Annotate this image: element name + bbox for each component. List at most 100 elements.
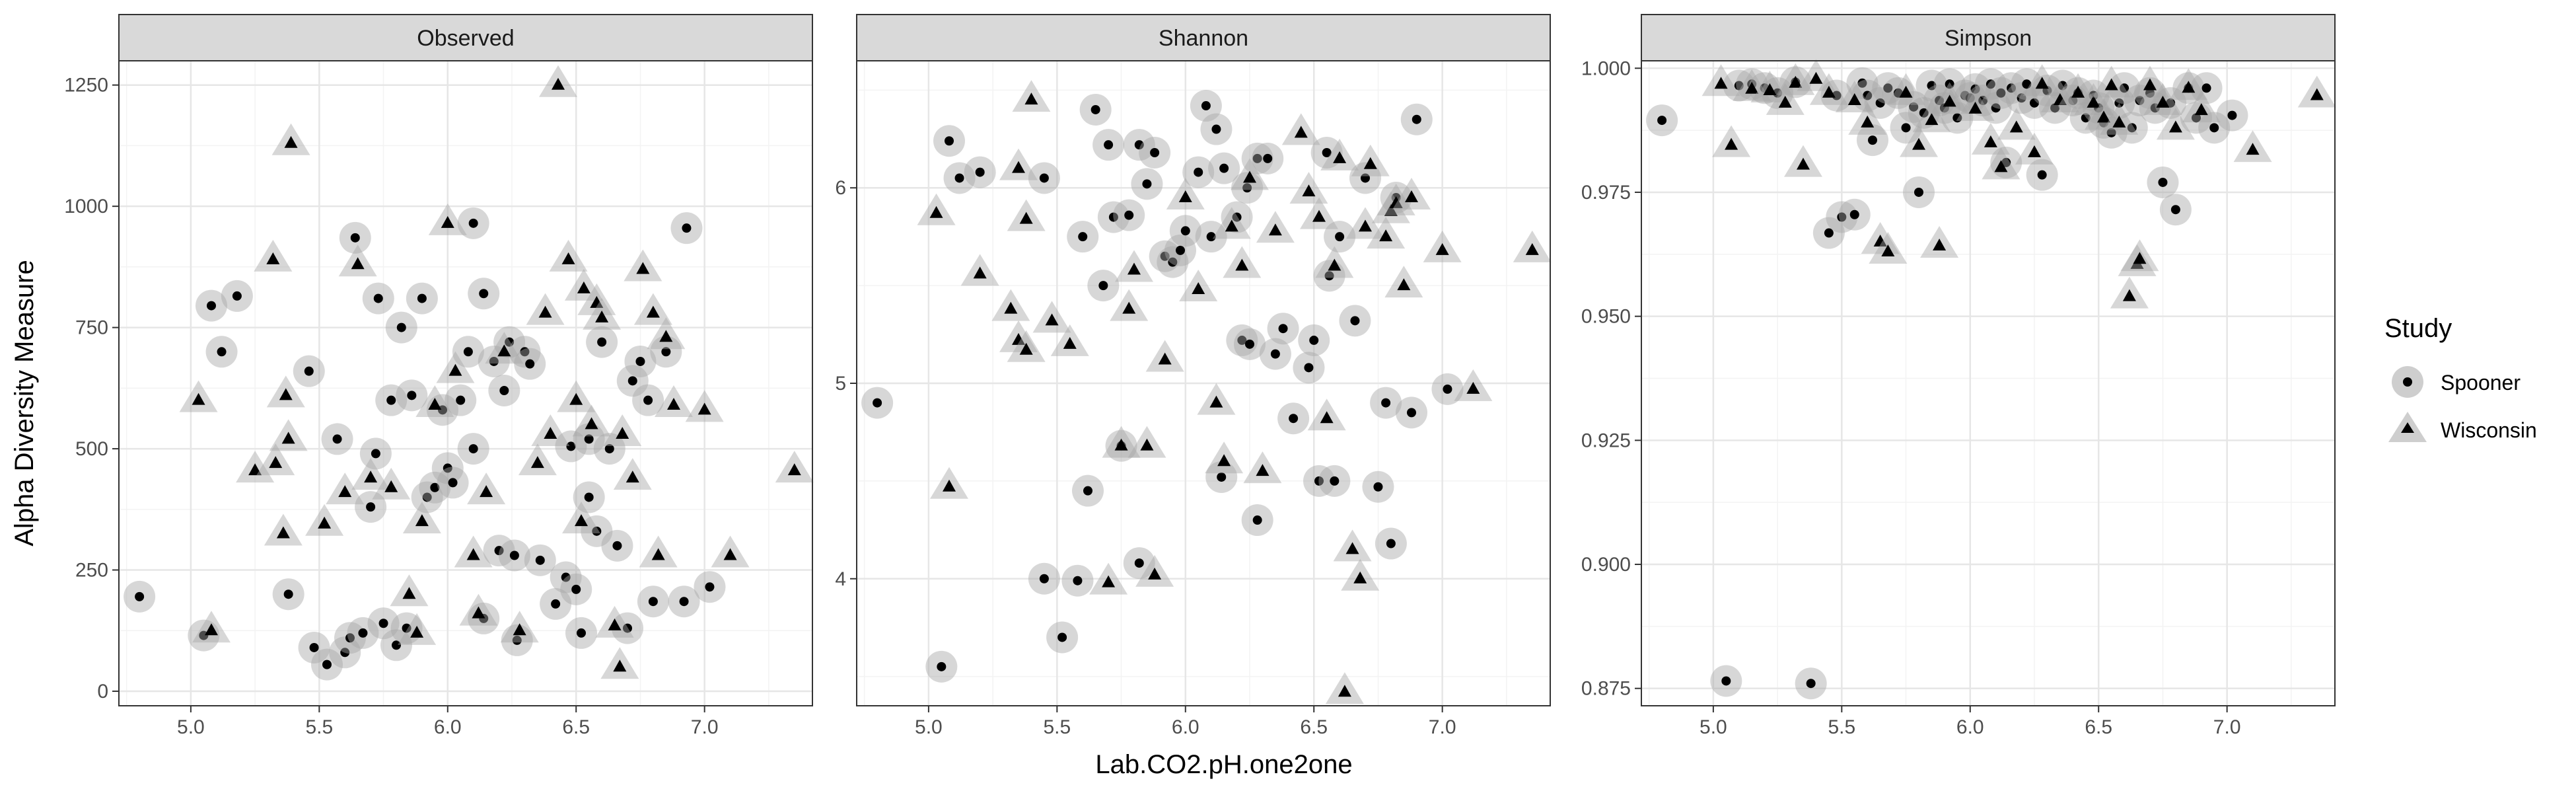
point-wisconsin: [2097, 110, 2110, 123]
point-wisconsin: [1024, 93, 1038, 105]
point-spooner: [1289, 414, 1299, 424]
point-wisconsin: [1019, 342, 1033, 355]
point-spooner: [1270, 349, 1280, 359]
point-spooner: [1868, 135, 1877, 145]
point-wisconsin: [1789, 75, 1803, 88]
point-spooner: [479, 289, 489, 299]
point-wisconsin: [1809, 71, 1823, 84]
point-wisconsin: [1397, 278, 1411, 291]
point-wisconsin: [384, 480, 398, 492]
point-spooner: [1824, 228, 1834, 238]
point-spooner: [627, 376, 637, 386]
y-tick-label: 0.900: [1581, 554, 1631, 576]
markers-simpson: [1646, 59, 2336, 700]
point-spooner: [1108, 212, 1118, 222]
y-tick-label: 0.875: [1581, 678, 1631, 700]
point-wisconsin: [266, 252, 280, 264]
point-wisconsin: [530, 456, 544, 469]
point-spooner: [566, 441, 576, 451]
point-wisconsin: [651, 548, 665, 560]
point-wisconsin: [1968, 101, 1982, 114]
point-wisconsin: [1127, 262, 1141, 275]
point-spooner: [402, 623, 411, 633]
point-spooner: [1773, 88, 1783, 98]
point-spooner: [1330, 476, 1340, 486]
point-wisconsin: [2194, 103, 2208, 116]
point-spooner: [1278, 324, 1288, 334]
point-wisconsin: [364, 471, 378, 483]
point-spooner: [1314, 476, 1324, 486]
point-wisconsin: [2246, 143, 2260, 155]
point-spooner: [1091, 104, 1100, 114]
x-tick-label: 7.0: [2213, 716, 2241, 738]
y-tick-label: 6: [835, 177, 846, 199]
point-spooner: [648, 597, 658, 607]
point-wisconsin: [1714, 77, 1728, 89]
point-wisconsin: [1881, 245, 1895, 257]
point-wisconsin: [1873, 235, 1887, 247]
legend-key-spooner: Spooner: [2392, 366, 2521, 398]
point-wisconsin: [1302, 184, 1316, 197]
point-spooner: [1237, 335, 1247, 345]
point-spooner: [2135, 96, 2145, 106]
point-wisconsin: [276, 526, 290, 539]
point-wisconsin: [269, 456, 283, 469]
point-spooner: [283, 589, 293, 599]
strip-observed: [118, 14, 813, 61]
point-wisconsin: [616, 427, 629, 439]
point-wisconsin: [2310, 88, 2324, 100]
point-wisconsin: [1333, 151, 1347, 163]
point-wisconsin: [1379, 229, 1393, 242]
point-spooner: [1883, 83, 1893, 93]
legend-label-spooner: Spooner: [2441, 371, 2521, 395]
point-spooner: [1863, 91, 1873, 100]
point-wisconsin: [1925, 113, 1939, 126]
legend-key-wisconsin: Wisconsin: [2388, 412, 2537, 442]
point-spooner: [1304, 363, 1314, 373]
point-wisconsin: [1405, 190, 1418, 203]
point-wisconsin: [2156, 95, 2170, 108]
markers-observed: [124, 65, 814, 681]
point-wisconsin: [1912, 137, 1925, 150]
point-wisconsin: [723, 548, 737, 560]
point-spooner: [232, 291, 242, 301]
x-tick-label: 6.5: [562, 716, 590, 738]
point-spooner: [571, 584, 581, 594]
point-spooner: [2089, 91, 2098, 100]
point-spooner: [1657, 116, 1667, 126]
y-axis-title: Alpha Diversity Measure: [10, 260, 39, 547]
point-wisconsin: [1763, 83, 1777, 96]
point-spooner: [1134, 140, 1144, 150]
point-wisconsin: [1861, 115, 1875, 128]
point-spooner: [1978, 96, 1988, 106]
point-spooner: [443, 463, 452, 473]
point-wisconsin: [2182, 81, 2196, 93]
point-spooner: [561, 572, 571, 582]
point-spooner: [1381, 398, 1391, 408]
point-wisconsin: [2112, 115, 2126, 128]
point-wisconsin: [608, 618, 622, 630]
y-tick-label: 5: [835, 373, 846, 395]
point-wisconsin: [205, 623, 218, 636]
grid-observed: [119, 61, 812, 706]
point-spooner: [705, 582, 715, 592]
point-spooner: [396, 322, 406, 332]
point-spooner: [937, 661, 947, 671]
y-tick-label: 1000: [64, 196, 108, 217]
point-spooner: [392, 640, 401, 650]
plot-area-simpson: [1641, 61, 2335, 706]
point-wisconsin: [1045, 313, 1059, 326]
point-wisconsin: [646, 305, 660, 318]
point-spooner: [1909, 102, 1919, 112]
point-spooner: [332, 434, 342, 444]
point-spooner: [623, 623, 632, 633]
point-wisconsin: [192, 393, 205, 405]
point-wisconsin: [659, 330, 673, 342]
point-spooner: [1245, 339, 1254, 349]
panel-border-observed: [118, 60, 813, 706]
point-wisconsin: [2071, 85, 2085, 98]
point-spooner: [612, 541, 622, 550]
point-wisconsin: [2028, 145, 2041, 157]
point-spooner: [2120, 83, 2129, 93]
